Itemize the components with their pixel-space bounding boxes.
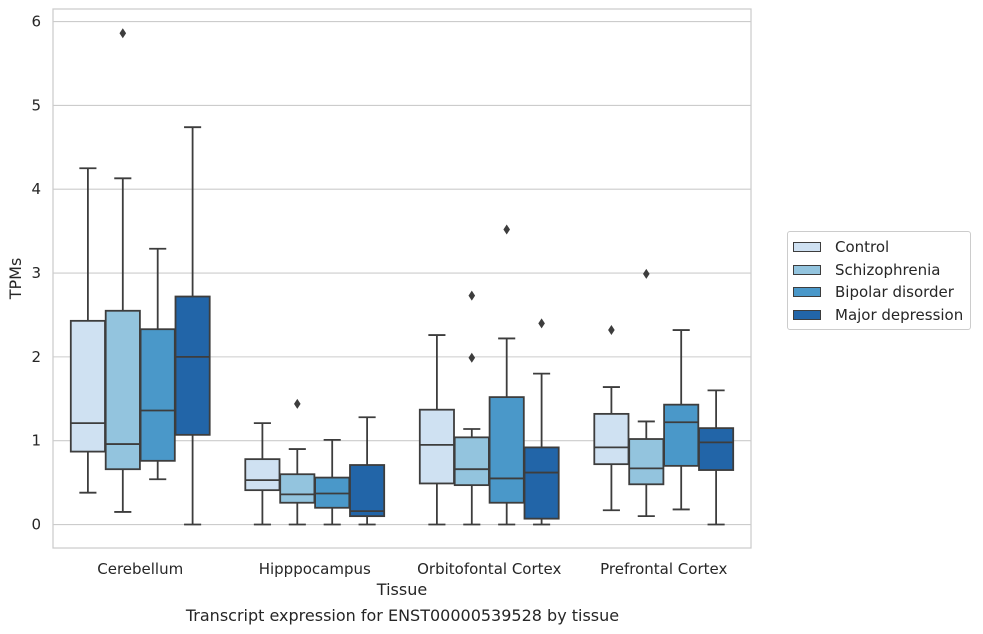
box-mark bbox=[69, 167, 106, 494]
box-body bbox=[279, 473, 316, 504]
outlier-point bbox=[119, 28, 127, 39]
y-tick-label: 2 bbox=[31, 348, 41, 366]
box-mark bbox=[488, 224, 525, 526]
box-body bbox=[663, 403, 700, 467]
outlier-point bbox=[608, 325, 615, 336]
box-body bbox=[139, 328, 176, 462]
box-mark bbox=[244, 422, 281, 526]
legend-item: Major depression bbox=[788, 304, 970, 327]
box-mark bbox=[349, 416, 386, 526]
box-body bbox=[453, 436, 490, 487]
y-tick-label: 0 bbox=[31, 516, 41, 534]
outlier-point bbox=[538, 318, 545, 329]
box-mark bbox=[174, 126, 211, 526]
box-body bbox=[628, 438, 665, 486]
box-mark bbox=[279, 398, 316, 526]
box-body bbox=[593, 412, 630, 466]
y-tick-label: 5 bbox=[31, 96, 41, 114]
box-mark bbox=[523, 318, 560, 526]
y-tick-label: 4 bbox=[31, 180, 41, 198]
legend: Control Schizophrenia Bipolar disorder Majo… bbox=[787, 231, 971, 330]
outlier-point bbox=[468, 352, 476, 363]
box-marks bbox=[69, 28, 735, 526]
box-mark bbox=[698, 389, 735, 526]
legend-swatch bbox=[793, 309, 821, 320]
outlier-point bbox=[468, 290, 476, 301]
outlier-point bbox=[503, 224, 510, 235]
box-body bbox=[69, 319, 106, 453]
legend-label: Control bbox=[835, 238, 890, 257]
chart-caption: Transcript expression for ENST0000053952… bbox=[185, 606, 620, 625]
box-body bbox=[698, 427, 735, 471]
legend-label: Schizophrenia bbox=[835, 260, 941, 279]
box-mark bbox=[453, 290, 490, 526]
outlier-point bbox=[294, 398, 301, 409]
legend-swatch bbox=[793, 287, 821, 298]
box-mark bbox=[139, 247, 176, 481]
legend-item: Schizophrenia bbox=[788, 259, 970, 282]
y-axis-label: TPMs bbox=[6, 258, 25, 301]
box-mark bbox=[104, 28, 141, 513]
legend-label: Major depression bbox=[835, 305, 964, 324]
box-body bbox=[104, 309, 141, 471]
outlier-point bbox=[643, 268, 650, 279]
box-mark bbox=[628, 268, 665, 518]
box-mark bbox=[663, 329, 700, 511]
x-tick-label: Prefrontal Cortex bbox=[600, 560, 727, 578]
y-tick-label: 3 bbox=[31, 264, 41, 282]
legend-item: Bipolar disorder bbox=[788, 281, 970, 304]
box-mark bbox=[593, 325, 630, 512]
legend-label: Bipolar disorder bbox=[835, 283, 954, 302]
x-axis-label: Tissue bbox=[376, 580, 427, 599]
box-mark bbox=[418, 334, 455, 526]
x-tick-labels: Cerebellum Hipppocampus Orbitofontal Corte… bbox=[97, 560, 727, 578]
legend-item: Control bbox=[788, 236, 970, 259]
x-tick-label: Orbitofontal Cortex bbox=[417, 560, 561, 578]
legend-swatch bbox=[793, 242, 821, 253]
box-body bbox=[349, 464, 386, 518]
box-body bbox=[523, 446, 560, 520]
x-tick-label: Hipppocampus bbox=[259, 560, 371, 578]
box-body bbox=[244, 458, 281, 492]
box-body bbox=[174, 295, 211, 436]
box-mark bbox=[314, 438, 351, 526]
y-tick-label: 1 bbox=[31, 432, 41, 450]
box-body bbox=[418, 408, 455, 485]
plot-frame bbox=[52, 8, 752, 549]
box-body bbox=[488, 396, 525, 504]
y-tick-labels: 0 1 2 3 4 5 6 bbox=[31, 13, 41, 534]
legend-swatch bbox=[793, 264, 821, 275]
y-tick-label: 6 bbox=[31, 13, 41, 31]
x-tick-label: Cerebellum bbox=[97, 560, 183, 578]
